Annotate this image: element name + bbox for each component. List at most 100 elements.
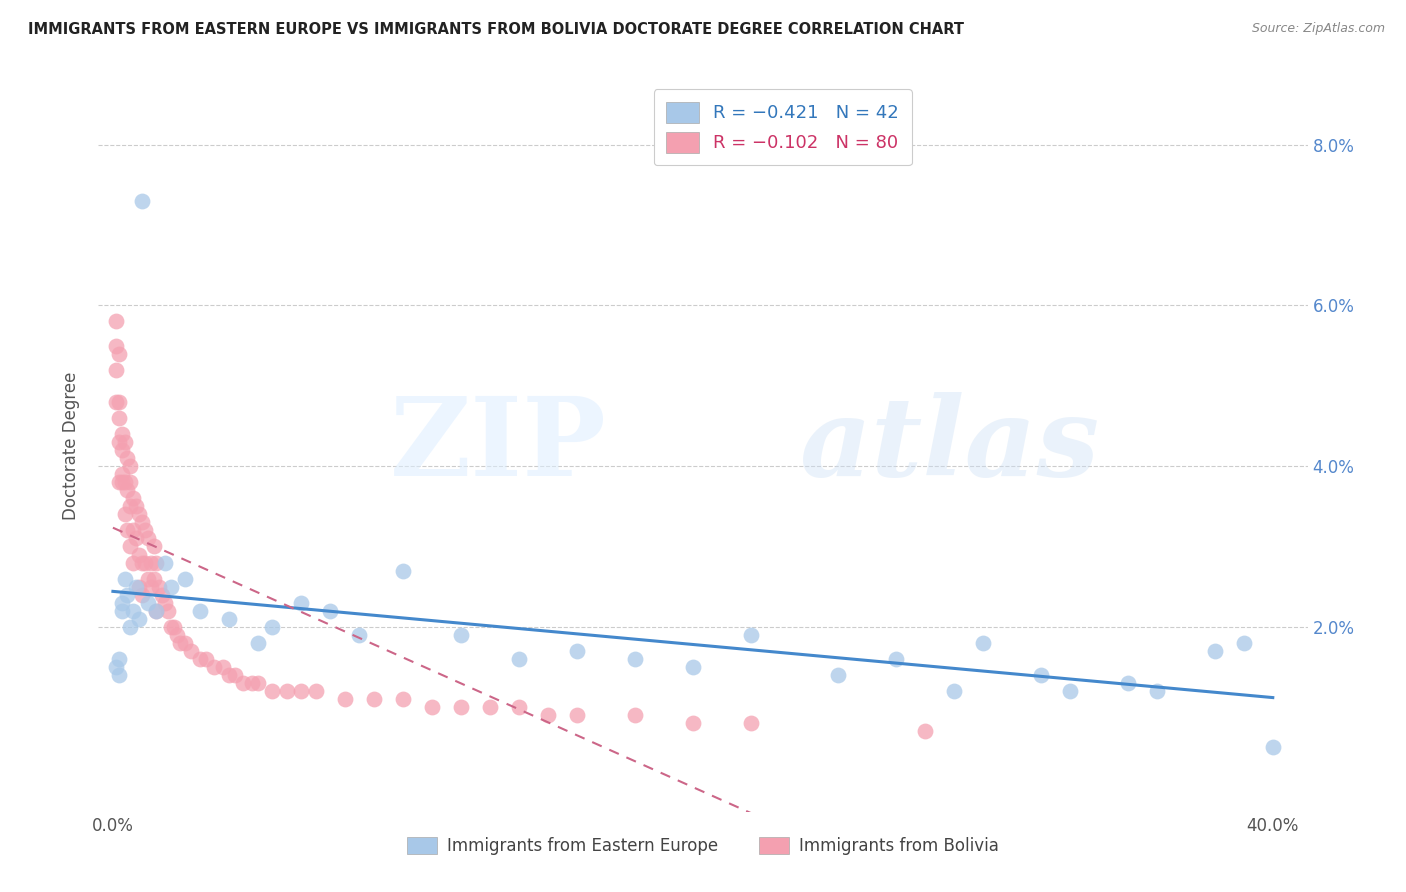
Point xyxy=(110,475,132,490)
Point xyxy=(1146,684,1168,698)
Point xyxy=(450,700,472,714)
Point xyxy=(110,604,132,618)
Point xyxy=(153,596,176,610)
Point xyxy=(740,628,762,642)
Point xyxy=(169,636,191,650)
Point xyxy=(682,716,704,731)
Point xyxy=(110,426,132,441)
Point xyxy=(128,508,150,522)
Text: Source: ZipAtlas.com: Source: ZipAtlas.com xyxy=(1251,22,1385,36)
Point xyxy=(139,556,162,570)
Y-axis label: Doctorate Degree: Doctorate Degree xyxy=(62,372,80,520)
Text: IMMIGRANTS FROM EASTERN EUROPE VS IMMIGRANTS FROM BOLIVIA DOCTORATE DEGREE CORRE: IMMIGRANTS FROM EASTERN EUROPE VS IMMIGR… xyxy=(28,22,965,37)
Point xyxy=(1029,668,1052,682)
Point xyxy=(174,636,197,650)
Point xyxy=(194,652,217,666)
Point xyxy=(122,524,145,538)
Point xyxy=(104,314,127,328)
Point xyxy=(136,572,159,586)
Point xyxy=(224,668,246,682)
Point xyxy=(134,524,156,538)
Point xyxy=(107,346,129,360)
Text: atlas: atlas xyxy=(800,392,1099,500)
Point xyxy=(972,636,994,650)
Point xyxy=(134,556,156,570)
Point xyxy=(682,660,704,674)
Point xyxy=(145,556,167,570)
Point xyxy=(188,604,211,618)
Point xyxy=(114,434,136,449)
Point xyxy=(212,660,235,674)
Point xyxy=(218,668,240,682)
Point xyxy=(180,644,202,658)
Point xyxy=(202,660,225,674)
Point xyxy=(128,548,150,562)
Point xyxy=(104,338,127,352)
Point xyxy=(139,580,162,594)
Point xyxy=(565,644,588,658)
Point xyxy=(104,394,127,409)
Point xyxy=(166,628,188,642)
Point xyxy=(914,724,936,739)
Point xyxy=(508,652,530,666)
Point xyxy=(153,556,176,570)
Point xyxy=(156,604,179,618)
Point xyxy=(131,556,153,570)
Point xyxy=(107,652,129,666)
Point xyxy=(420,700,443,714)
Point xyxy=(827,668,849,682)
Point xyxy=(120,475,142,490)
Point xyxy=(114,572,136,586)
Point xyxy=(884,652,907,666)
Point xyxy=(232,676,254,690)
Point xyxy=(128,612,150,626)
Point xyxy=(107,410,129,425)
Text: ZIP: ZIP xyxy=(389,392,606,500)
Point xyxy=(1204,644,1226,658)
Point xyxy=(305,684,328,698)
Point xyxy=(145,604,167,618)
Point xyxy=(104,362,127,376)
Point xyxy=(363,692,385,706)
Point xyxy=(136,596,159,610)
Point xyxy=(942,684,965,698)
Point xyxy=(131,194,153,208)
Point xyxy=(349,628,371,642)
Point xyxy=(290,596,312,610)
Point xyxy=(122,491,145,506)
Point xyxy=(450,628,472,642)
Point xyxy=(114,475,136,490)
Point xyxy=(276,684,298,698)
Point xyxy=(565,708,588,723)
Point xyxy=(1261,740,1284,755)
Point xyxy=(290,684,312,698)
Point xyxy=(125,532,148,546)
Point xyxy=(107,668,129,682)
Legend: Immigrants from Eastern Europe, Immigrants from Bolivia: Immigrants from Eastern Europe, Immigran… xyxy=(399,830,1007,862)
Point xyxy=(120,620,142,634)
Point xyxy=(107,394,129,409)
Point xyxy=(174,572,197,586)
Point xyxy=(262,684,284,698)
Point xyxy=(125,500,148,514)
Point xyxy=(508,700,530,714)
Point xyxy=(148,580,170,594)
Point xyxy=(246,636,269,650)
Point xyxy=(128,580,150,594)
Point xyxy=(160,580,183,594)
Point xyxy=(110,596,132,610)
Point xyxy=(150,588,173,602)
Point xyxy=(117,524,139,538)
Point xyxy=(160,620,183,634)
Point xyxy=(262,620,284,634)
Point xyxy=(163,620,186,634)
Point xyxy=(117,483,139,498)
Point xyxy=(319,604,342,618)
Point xyxy=(110,443,132,458)
Point xyxy=(1059,684,1081,698)
Point xyxy=(145,604,167,618)
Point xyxy=(142,572,165,586)
Point xyxy=(624,708,647,723)
Point xyxy=(117,588,139,602)
Point xyxy=(120,459,142,474)
